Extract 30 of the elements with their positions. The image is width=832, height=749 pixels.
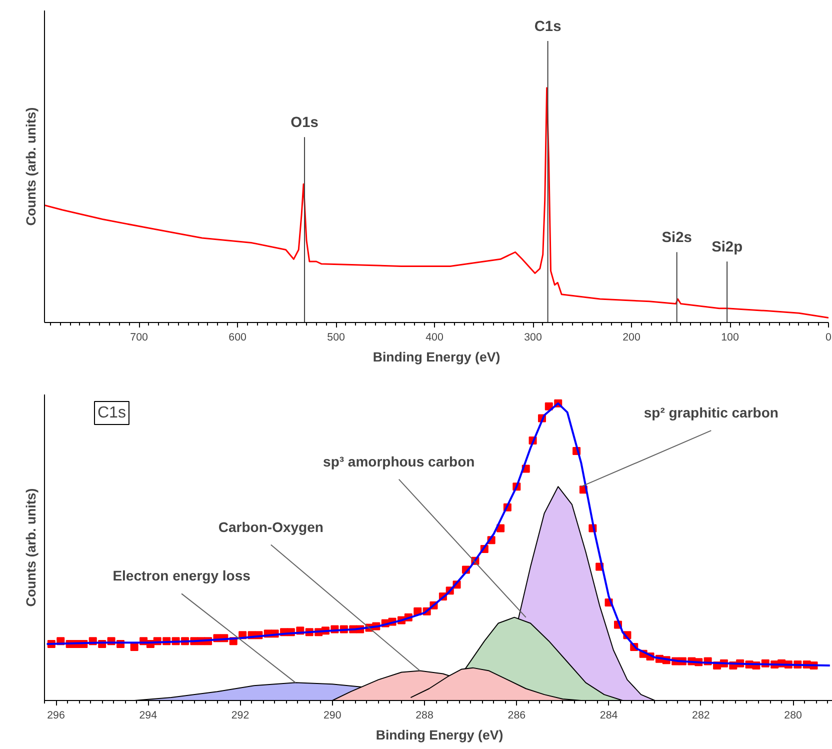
y-axis-title: Counts (arb. units) — [24, 488, 38, 607]
annotation: Electron energy loss — [112, 568, 251, 584]
y-axis-title: Counts (arb. units) — [24, 107, 38, 226]
x-tick-label: 300 — [524, 332, 542, 344]
ref-line-label: Si2p — [712, 240, 743, 256]
x-tick-label: 600 — [228, 332, 247, 344]
x-tick-label: 200 — [622, 332, 640, 344]
ref-line-label: Si2s — [662, 230, 692, 246]
x-tick-label: 280 — [784, 710, 802, 722]
ref-line-label: C1s — [534, 18, 562, 35]
annotation: sp² graphitic carbon — [644, 404, 778, 421]
x-tick-label: 290 — [324, 710, 342, 722]
ref-line-label: O1s — [290, 115, 318, 132]
annotation: sp³ amorphous carbon — [323, 453, 475, 470]
x-tick-label: 400 — [426, 332, 444, 344]
x-axis-title: Binding Energy (eV) — [376, 728, 504, 742]
annotation: Carbon-Oxygen — [218, 518, 324, 535]
x-tick-label: 282 — [692, 710, 710, 722]
x-tick-label: 286 — [508, 710, 526, 722]
annotation: C1s — [98, 404, 126, 422]
x-tick-label: 288 — [416, 710, 434, 722]
x-tick-label: 292 — [231, 710, 250, 722]
x-tick-label: 296 — [47, 710, 65, 722]
x-tick-label: 284 — [600, 710, 618, 722]
x-tick-label: 100 — [721, 332, 739, 344]
x-tick-label: 294 — [139, 710, 158, 722]
x-axis-title: Binding Energy (eV) — [372, 350, 500, 364]
x-tick-label: 700 — [130, 332, 148, 344]
x-tick-label: 500 — [327, 332, 345, 344]
x-tick-label: 0 — [826, 332, 832, 344]
